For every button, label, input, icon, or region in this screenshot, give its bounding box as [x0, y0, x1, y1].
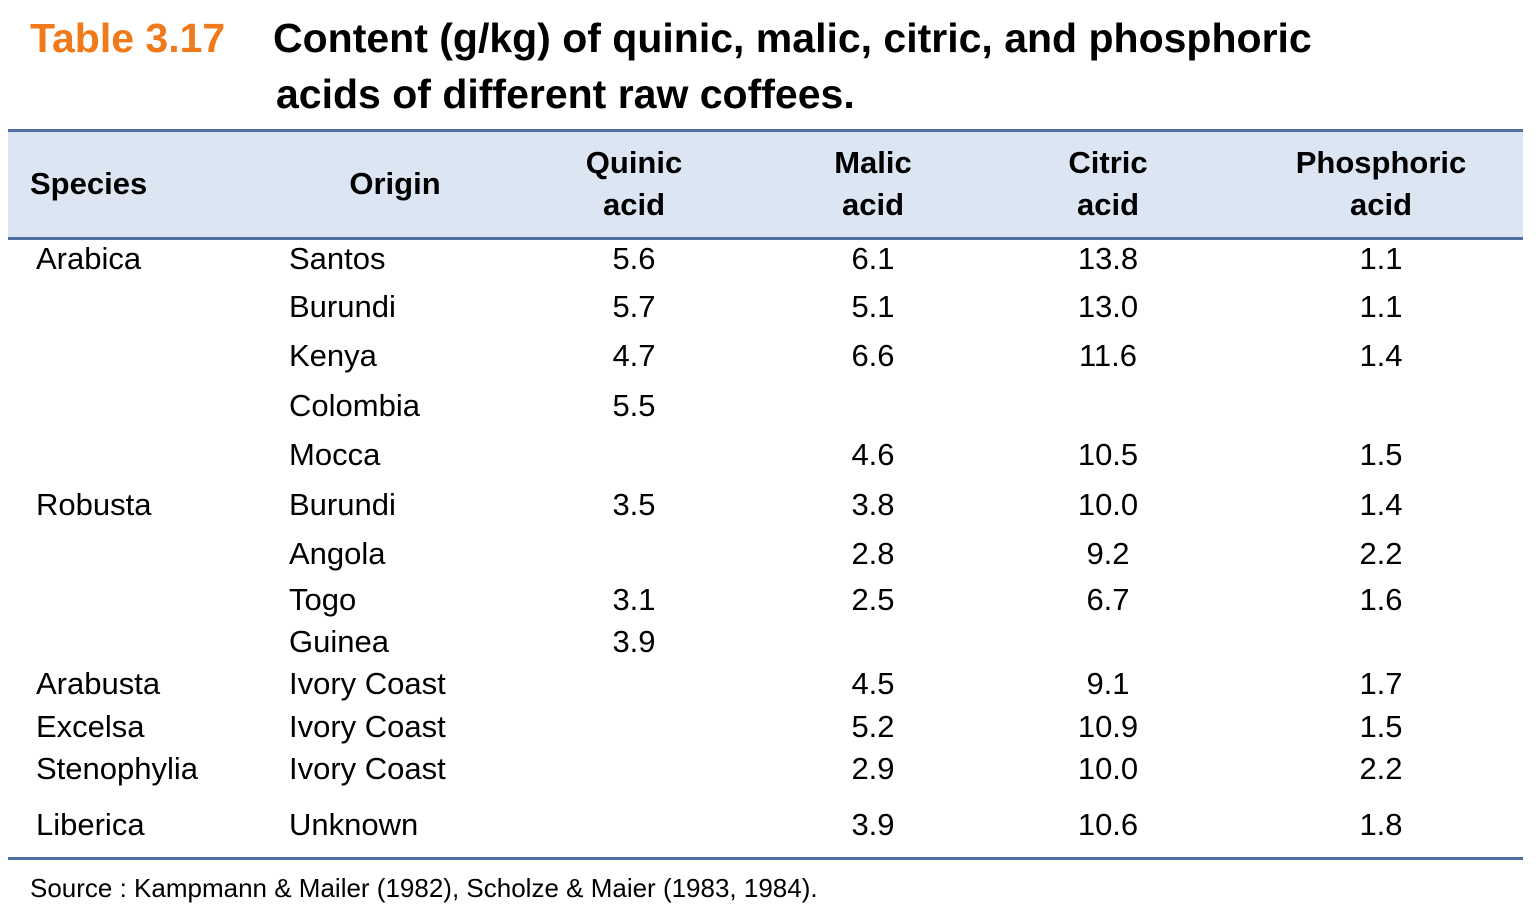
- column-header: Phosphoric acid: [1295, 145, 1467, 222]
- origin-cell: Burundi: [289, 487, 396, 522]
- species-cell: Arabusta: [36, 666, 161, 701]
- origin-cell: Colombia: [289, 388, 420, 423]
- value-cell: 10.9: [1077, 709, 1139, 744]
- value-cell: 1.4: [1359, 338, 1403, 373]
- value-cell: 10.6: [1077, 807, 1139, 842]
- column-header: Origin: [349, 166, 441, 201]
- species-cell: Arabica: [36, 241, 142, 276]
- value-cell: 11.6: [1078, 338, 1138, 373]
- species-cell: Liberica: [36, 807, 145, 842]
- value-cell: 9.1: [1086, 666, 1130, 701]
- value-cell: 2.2: [1359, 751, 1403, 786]
- value-cell: 3.5: [612, 487, 656, 522]
- value-cell: 1.1: [1359, 289, 1403, 324]
- origin-cell: Ivory Coast: [289, 751, 446, 786]
- origin-cell: Guinea: [289, 624, 389, 659]
- table-label: Table 3.17: [30, 15, 226, 61]
- value-cell: 1.5: [1359, 709, 1403, 744]
- bottom-rule: [8, 857, 1523, 860]
- column-header: Malic acid: [834, 145, 912, 222]
- value-cell: 13.8: [1077, 241, 1139, 276]
- value-cell: 3.9: [851, 807, 895, 842]
- value-cell: 6.6: [851, 338, 895, 373]
- value-cell: 2.8: [851, 536, 895, 571]
- value-cell: 4.7: [612, 338, 656, 373]
- value-cell: 3.1: [612, 582, 656, 617]
- value-cell: 10.0: [1077, 487, 1139, 522]
- value-cell: 3.8: [851, 487, 895, 522]
- value-cell: 1.4: [1359, 487, 1403, 522]
- value-cell: 5.5: [612, 388, 656, 423]
- value-cell: 1.6: [1359, 582, 1403, 617]
- value-cell: 13.0: [1077, 289, 1139, 324]
- value-cell: 1.1: [1359, 241, 1403, 276]
- value-cell: 1.8: [1359, 807, 1403, 842]
- species-cell: Robusta: [36, 487, 152, 522]
- value-cell: 6.1: [851, 241, 895, 276]
- value-cell: 5.2: [851, 709, 895, 744]
- value-cell: 2.5: [851, 582, 895, 617]
- origin-cell: Ivory Coast: [289, 666, 446, 701]
- value-cell: 4.5: [851, 666, 895, 701]
- origin-cell: Unknown: [289, 807, 419, 842]
- value-cell: 10.0: [1077, 751, 1139, 786]
- species-cell: Excelsa: [36, 709, 145, 744]
- origin-cell: Kenya: [289, 338, 377, 373]
- value-cell: 5.1: [851, 289, 895, 324]
- origin-cell: Santos: [289, 241, 386, 276]
- header-band: [8, 129, 1523, 240]
- value-cell: 3.9: [612, 624, 656, 659]
- value-cell: 5.6: [612, 241, 656, 276]
- origin-cell: Togo: [289, 582, 357, 617]
- species-cell: Stenophylia: [36, 751, 199, 786]
- source-note: Source : Kampmann & Mailer (1982), Schol…: [30, 873, 818, 903]
- value-cell: 2.9: [851, 751, 895, 786]
- value-cell: 10.5: [1077, 437, 1139, 472]
- origin-cell: Mocca: [289, 437, 381, 472]
- value-cell: 9.2: [1086, 536, 1130, 571]
- origin-cell: Burundi: [289, 289, 396, 324]
- table-title: acids of different raw coffees.: [276, 71, 855, 117]
- value-cell: 6.7: [1086, 582, 1130, 617]
- column-header: Quinic acid: [585, 145, 683, 222]
- value-cell: 1.7: [1359, 666, 1403, 701]
- value-cell: 2.2: [1359, 536, 1403, 571]
- origin-cell: Ivory Coast: [289, 709, 446, 744]
- origin-cell: Angola: [289, 536, 386, 571]
- value-cell: 1.5: [1359, 437, 1403, 472]
- value-cell: 5.7: [612, 289, 656, 324]
- table-title: Content (g/kg) of quinic, malic, citric,…: [273, 15, 1312, 61]
- column-header: Citric acid: [1068, 145, 1148, 222]
- value-cell: 4.6: [851, 437, 895, 472]
- column-header: Species: [30, 166, 148, 201]
